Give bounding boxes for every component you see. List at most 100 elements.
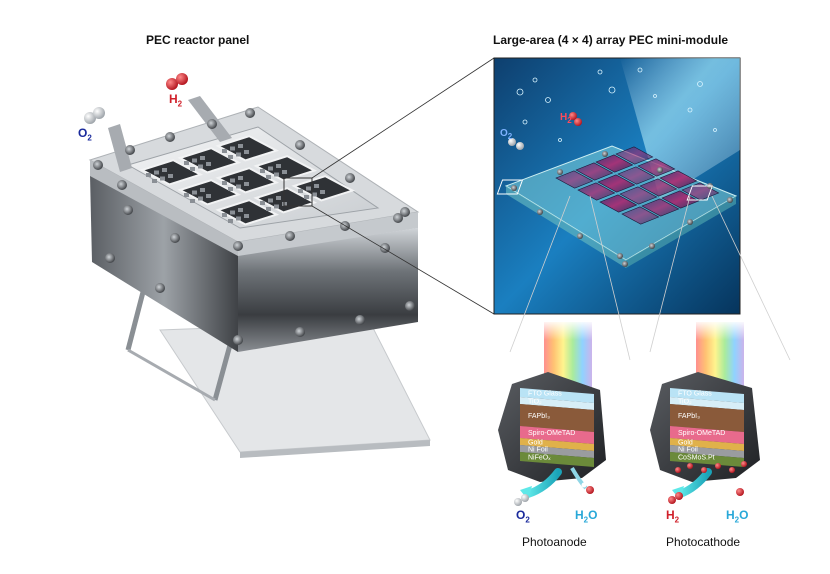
reactor-subcell [244,150,249,154]
reactor-subcell [276,164,281,168]
reactor-subcell [268,198,273,203]
base-plate-edge [240,440,430,458]
bubble-icon [713,128,717,132]
bolt-icon [170,233,180,243]
reactor-subcell [306,186,311,191]
bubble-icon [522,119,528,125]
module-cell [595,154,634,173]
mini-module-title: Large-area (4 × 4) array PEC mini-module [493,33,729,47]
reactor-subcell [184,161,189,165]
layer-label: FTO Glass [678,391,712,398]
catalyst-dot-icon [701,467,707,473]
reactor-subcell [274,204,279,209]
reactor-subcell [238,208,243,212]
cathode-h2o-label: H2O [726,508,749,525]
bolt-icon [295,327,305,337]
module-o2-label: O2 [500,128,513,141]
layer-label: TiO₂ [528,399,542,406]
o2-molecule-icon [521,494,529,502]
layer-label: Spiro-OMeTAD [528,430,575,437]
layer-label: Ni Foil [678,447,698,454]
bolt-icon [622,261,628,267]
h2-molecule-icon [569,112,577,120]
layer-band [520,404,594,432]
zoom-line [711,195,791,361]
zoom-line [589,195,631,361]
reactor-subcell [268,166,273,171]
reactor-subcell [276,196,281,200]
reactor-subcell [230,146,235,151]
bolt-icon [285,231,295,241]
bolt-icon [727,197,733,203]
o2-label: O2 [78,126,92,143]
bubble-icon [545,97,551,103]
bubble-icon [516,88,524,96]
cathode-arrow-left [676,468,712,498]
reactor-panel-title: PEC reactor panel [146,33,250,47]
o2-molecule-icon [84,112,96,124]
zoom-line [509,195,571,353]
reactor-subcell [206,162,211,166]
reactor-subcell [312,192,317,197]
bolt-icon [345,173,355,183]
layer-label: FTO Glass [528,391,562,398]
reactor-subcell [304,195,309,199]
bubble-icon [697,81,703,87]
bolt-icon [557,169,563,175]
reactor-subcell [222,149,227,153]
reactor-subcell [200,156,205,160]
layer-band [670,404,744,432]
reactor-subcell [230,210,235,215]
bolt-icon [393,213,403,223]
bolt-icon [245,108,255,118]
reactor-panel [84,73,431,458]
stand-leg [127,348,216,402]
bolt-icon [400,207,410,217]
o2-molecule-icon [508,138,516,146]
h2-tube [188,96,232,142]
reactor-subcell [244,214,249,218]
reactor-subcell [190,167,195,171]
bubble-icon [532,77,538,83]
module-cell [555,170,594,189]
bolt-icon [537,209,543,215]
reactor-subcell [222,181,227,185]
reactor-subcell [198,164,203,169]
module-cell [621,206,660,225]
bubble-icon [637,67,643,73]
reactor-subcell [168,174,173,178]
reactor-subcell [154,170,159,175]
layer-band [670,445,744,458]
layer-label: FAPbI₃ [678,413,700,420]
module-cell [617,166,656,185]
o2-molecule-icon [514,498,522,506]
module-glass-edge [506,186,626,268]
bubbles [516,67,717,142]
reactor-subcell [184,193,189,197]
bubble-icon [653,94,657,98]
photoanode-label: Photoanode [522,535,587,549]
reactor-subcell [260,169,265,173]
reactor-subcell [260,201,265,205]
bolt-icon [117,180,127,190]
h2-molecule-icon [166,78,178,90]
reactor-subcell [238,144,243,148]
layer-band [520,452,594,467]
reactor-subcell [238,176,243,180]
anode-selection-box [496,179,524,195]
layer-label: NiFeOₓ [528,455,551,462]
module-cell [637,158,676,177]
arrow-head-icon [520,486,532,500]
bolt-icon [405,301,415,311]
zoom-line [311,57,495,179]
h2-molecule-icon [574,118,582,126]
reactor-subcell [320,190,325,194]
zoom-line [311,205,495,315]
bubble-icon [687,107,693,113]
reactor-subcell [236,152,241,157]
reactor-subcell [266,207,271,211]
h2-molecule-icon [675,492,683,500]
reactor-subcell [298,189,303,193]
bubble-icon [597,69,603,75]
